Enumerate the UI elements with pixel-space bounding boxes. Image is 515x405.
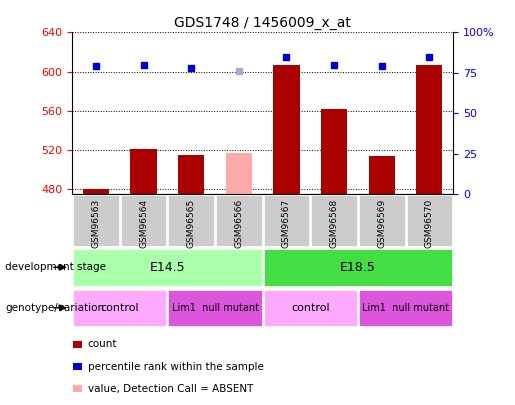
Bar	[73, 341, 82, 347]
Bar	[359, 196, 405, 246]
Text: GSM96565: GSM96565	[187, 198, 196, 248]
Bar	[264, 196, 310, 246]
Text: Lim1  null mutant: Lim1 null mutant	[171, 303, 259, 313]
Title: GDS1748 / 1456009_x_at: GDS1748 / 1456009_x_at	[174, 16, 351, 30]
Bar	[216, 196, 262, 246]
Bar	[359, 290, 452, 326]
Text: GSM96566: GSM96566	[234, 198, 243, 248]
Text: GSM96567: GSM96567	[282, 198, 291, 248]
Bar	[406, 196, 452, 246]
Bar	[311, 196, 357, 246]
Text: control: control	[100, 303, 139, 313]
Bar	[264, 290, 357, 326]
Text: GSM96564: GSM96564	[139, 198, 148, 248]
Text: GSM96563: GSM96563	[92, 198, 100, 248]
Text: value, Detection Call = ABSENT: value, Detection Call = ABSENT	[88, 384, 253, 394]
Text: GSM96568: GSM96568	[330, 198, 338, 248]
Bar	[369, 156, 395, 194]
Text: E14.5: E14.5	[149, 261, 185, 274]
Text: development stage: development stage	[5, 262, 106, 272]
Bar	[226, 153, 252, 194]
Bar	[73, 290, 166, 326]
Text: Lim1  null mutant: Lim1 null mutant	[362, 303, 449, 313]
Text: count: count	[88, 339, 117, 349]
Bar	[73, 385, 82, 392]
Bar	[73, 249, 262, 286]
Bar	[73, 363, 82, 370]
Bar	[416, 65, 442, 194]
Text: control: control	[291, 303, 330, 313]
Bar	[264, 249, 452, 286]
Text: GSM96569: GSM96569	[377, 198, 386, 248]
Text: GSM96570: GSM96570	[425, 198, 434, 248]
Text: percentile rank within the sample: percentile rank within the sample	[88, 362, 264, 371]
Text: E18.5: E18.5	[340, 261, 376, 274]
Bar	[168, 290, 262, 326]
Bar	[83, 188, 109, 194]
Bar	[273, 65, 300, 194]
Bar	[321, 109, 347, 194]
Bar	[121, 196, 166, 246]
Bar	[178, 155, 204, 194]
Bar	[168, 196, 214, 246]
Text: genotype/variation: genotype/variation	[5, 303, 104, 313]
Bar	[73, 196, 119, 246]
Bar	[130, 149, 157, 194]
